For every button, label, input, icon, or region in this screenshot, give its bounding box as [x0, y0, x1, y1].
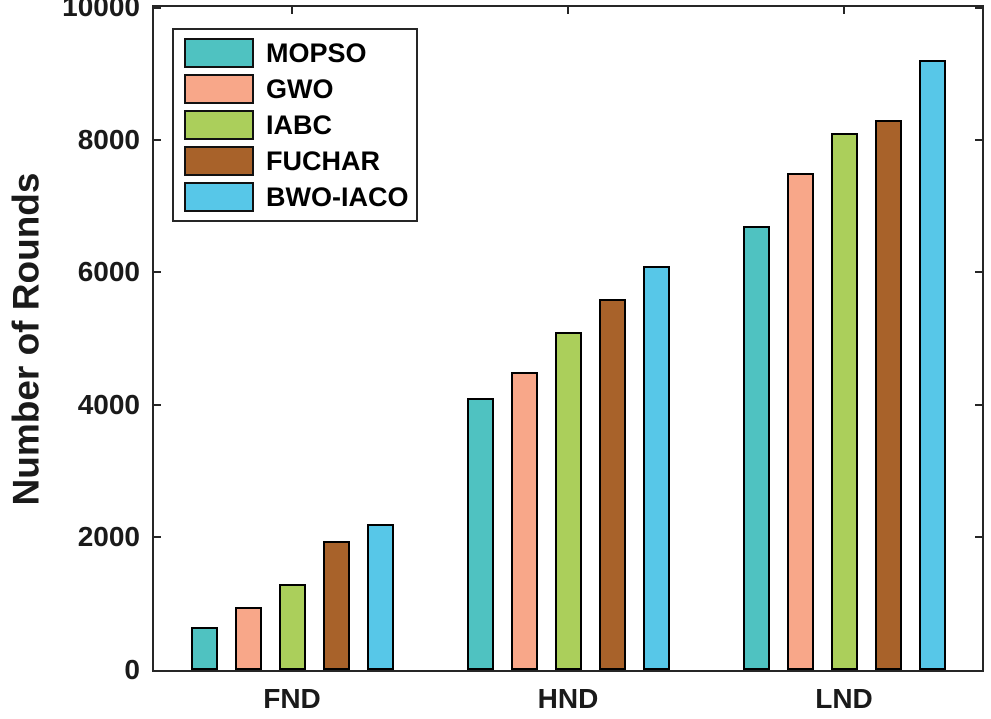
y-tick-label: 8000 — [77, 124, 140, 155]
legend-swatch-iabc — [184, 110, 254, 140]
x-tick-mark-top — [567, 7, 569, 14]
bar-iabc-hnd — [555, 332, 582, 670]
bar-mopso-lnd — [743, 226, 770, 670]
y-tick-label: 6000 — [77, 256, 140, 287]
y-tick-mark-right — [975, 7, 982, 9]
bar-bwo-iaco-lnd — [919, 60, 946, 670]
y-axis-title-strip: Number of Rounds — [0, 0, 52, 677]
bar-bwo-iaco-hnd — [643, 266, 670, 670]
x-tick-mark-top — [843, 7, 845, 14]
y-tick-mark-right — [975, 404, 982, 406]
bar-gwo-fnd — [235, 607, 262, 670]
y-tick-label: 10000 — [62, 0, 140, 22]
y-tick-label: 2000 — [77, 521, 140, 552]
y-tick-mark-right — [975, 139, 982, 141]
y-tick-mark-left — [154, 271, 161, 273]
x-tick-label: HND — [537, 683, 599, 714]
x-tick-label: FND — [263, 683, 321, 714]
x-tick-label: LND — [815, 683, 873, 714]
legend-item: GWO — [184, 74, 406, 104]
y-tick-mark-left — [154, 404, 161, 406]
x-tick-mark-top — [291, 7, 293, 14]
legend-swatch-fuchar — [184, 146, 254, 176]
bar-gwo-hnd — [511, 372, 538, 670]
legend: MOPSO GWO IABC FUCHAR BWO-IACO — [172, 28, 418, 222]
y-tick-mark-right — [975, 271, 982, 273]
y-tick-mark-left — [154, 536, 161, 538]
legend-item: BWO-IACO — [184, 182, 409, 212]
bar-iabc-fnd — [279, 584, 306, 670]
legend-swatch-mopso — [184, 38, 254, 68]
plot-area: MOPSO GWO IABC FUCHAR BWO-IACO — [152, 5, 984, 672]
legend-label: GWO — [266, 74, 334, 104]
legend-swatch-gwo — [184, 74, 254, 104]
y-axis-title: Number of Rounds — [5, 172, 47, 505]
legend-item: IABC — [184, 110, 406, 140]
legend-swatch-bwo-iaco — [184, 182, 254, 212]
bar-iabc-lnd — [831, 133, 858, 670]
bar-gwo-lnd — [787, 173, 814, 670]
y-tick-mark-left — [154, 139, 161, 141]
y-tick-label: 0 — [124, 654, 140, 685]
bar-mopso-fnd — [191, 627, 218, 670]
y-tick-label: 4000 — [77, 389, 140, 420]
legend-item: MOPSO — [184, 38, 406, 68]
bar-mopso-hnd — [467, 398, 494, 670]
legend-label: IABC — [266, 110, 332, 140]
legend-label: FUCHAR — [266, 146, 380, 176]
y-tick-mark-right — [975, 536, 982, 538]
bar-bwo-iaco-fnd — [367, 524, 394, 670]
bar-fuchar-fnd — [323, 541, 350, 670]
legend-label: MOPSO — [266, 38, 367, 68]
y-tick-mark-left — [154, 7, 161, 9]
bar-fuchar-hnd — [599, 299, 626, 670]
bar-fuchar-lnd — [875, 120, 902, 670]
legend-item: FUCHAR — [184, 146, 406, 176]
legend-label: BWO-IACO — [266, 182, 409, 212]
